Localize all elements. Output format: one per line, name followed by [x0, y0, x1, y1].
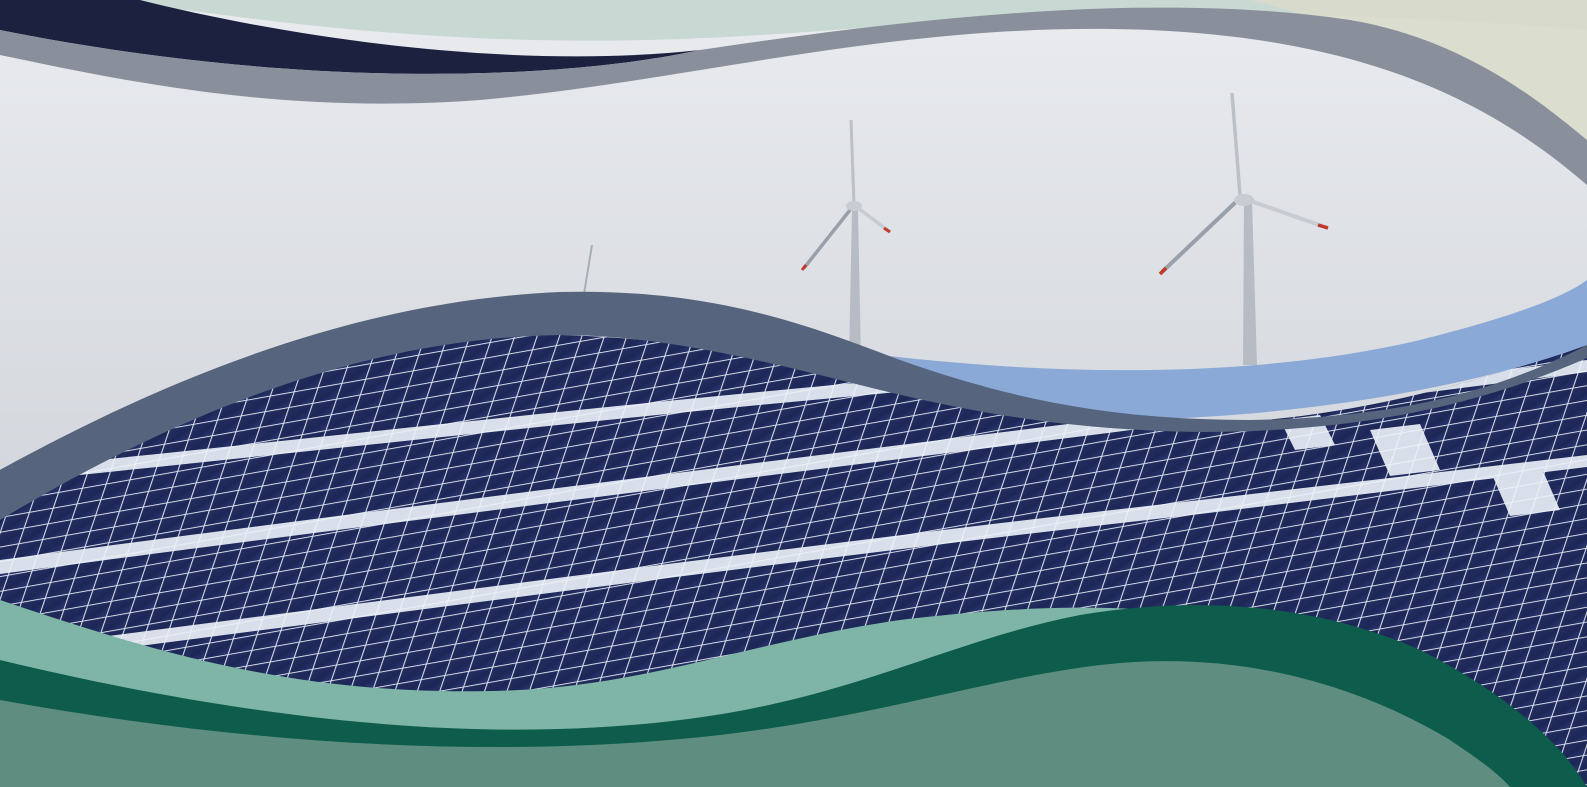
bottom-wave-bands — [0, 600, 1587, 787]
distant-turbine — [582, 244, 593, 301]
middle-wave-bands — [0, 280, 1587, 520]
wind-turbine-icon — [1158, 92, 1329, 365]
top-wave-bands — [0, 0, 1587, 185]
wind-turbine-icon — [800, 119, 892, 360]
